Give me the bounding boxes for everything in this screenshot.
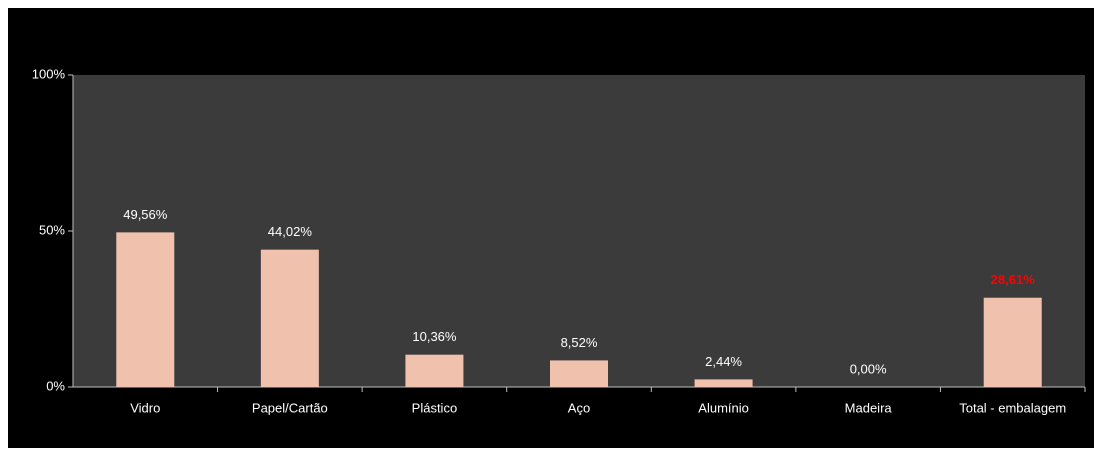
x-tick-label: Vidro (130, 400, 160, 415)
data-label: 10,36% (412, 329, 457, 344)
data-label: 44,02% (268, 224, 313, 239)
y-tick-label: 0% (46, 378, 65, 393)
y-tick-label: 100% (32, 66, 66, 81)
bar (405, 354, 464, 387)
bar (116, 232, 175, 387)
data-label: 8,52% (561, 335, 598, 350)
x-tick-label: Alumínio (698, 400, 749, 415)
bar (260, 249, 319, 387)
data-label: 28,61% (991, 272, 1036, 287)
plot-area (73, 75, 1085, 387)
x-tick-label: Aço (568, 400, 590, 415)
bar (550, 360, 608, 387)
x-tick-label: Total - embalagem (959, 400, 1066, 415)
x-tick-label: Papel/Cartão (252, 400, 328, 415)
x-tick-label: Madeira (845, 400, 893, 415)
x-tick-label: Plástico (412, 400, 458, 415)
data-label: 0,00% (850, 361, 887, 376)
y-tick-label: 50% (39, 222, 65, 237)
data-label: 2,44% (705, 354, 742, 369)
data-label: 49,56% (123, 207, 168, 222)
bar (983, 297, 1042, 387)
bar (694, 379, 753, 387)
